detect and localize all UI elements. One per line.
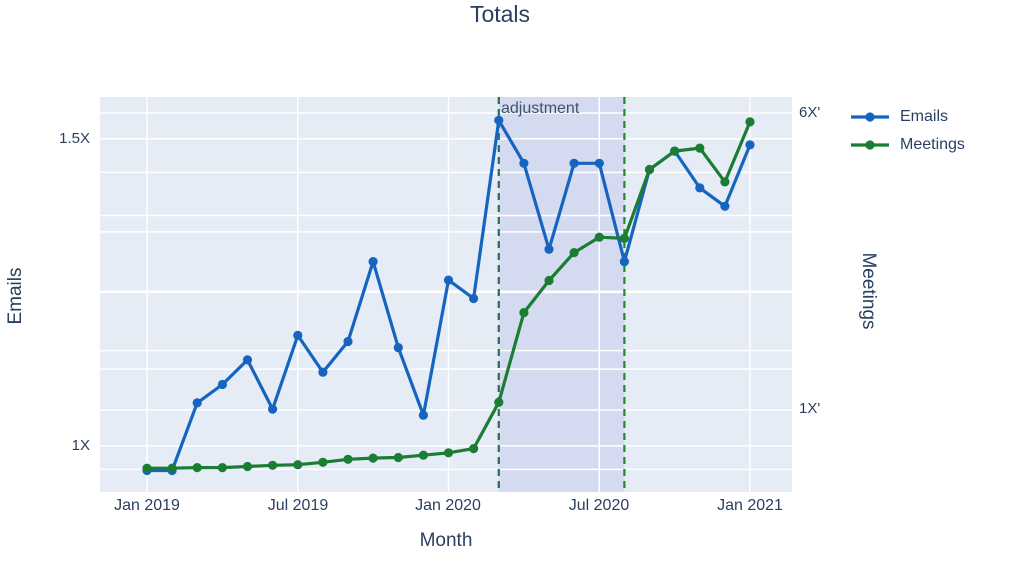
legend-item-meetings[interactable]: Meetings <box>849 131 965 159</box>
x-axis-tick-jul-2020: Jul 2020 <box>568 497 630 514</box>
chart-title: Totals <box>469 1 531 27</box>
meetings-marker <box>544 275 554 286</box>
meetings-marker <box>192 463 202 473</box>
meetings-marker <box>393 452 403 463</box>
legend-line-marker-icon <box>851 112 889 122</box>
emails-marker <box>469 293 479 304</box>
emails-marker <box>544 244 554 254</box>
meetings-marker <box>293 460 303 470</box>
emails-marker <box>569 158 579 168</box>
meetings-marker <box>268 460 278 470</box>
emails-marker <box>619 257 630 267</box>
meetings-marker <box>519 308 529 318</box>
legend: Emails Meetings <box>849 103 965 159</box>
legend-label-emails: Emails <box>900 108 949 125</box>
meetings-marker <box>720 177 730 187</box>
legend-label-meetings: Meetings <box>900 136 965 153</box>
annotation-adjustment: adjustment <box>501 100 580 117</box>
right-axis-tick-6x: 6X' <box>799 104 821 121</box>
legend-line-marker-icon <box>851 140 889 150</box>
meetings-marker <box>619 233 630 243</box>
meetings-marker <box>494 397 504 407</box>
emails-marker <box>443 275 454 285</box>
x-axis-tick-jan-2020: Jan 2020 <box>415 497 481 514</box>
meetings-marker <box>670 146 680 156</box>
emails-marker <box>494 115 504 125</box>
left-axis-title: Emails <box>5 267 26 325</box>
meetings-marker <box>745 117 755 127</box>
emails-marker <box>695 183 705 193</box>
emails-marker <box>519 158 529 168</box>
emails-marker <box>268 404 278 414</box>
meetings-marker <box>469 444 479 454</box>
right-axis-tick-1x: 1X' <box>799 400 821 417</box>
left-axis-tick-1x: 1X <box>71 437 90 454</box>
legend-item-emails[interactable]: Emails <box>849 103 965 131</box>
emails-marker <box>393 343 403 353</box>
emails-marker <box>293 330 303 340</box>
meetings-marker <box>242 461 253 472</box>
right-axis-title: Meetings <box>858 252 879 330</box>
meetings-marker <box>569 248 579 258</box>
emails-marker <box>318 367 328 377</box>
x-axis-tick-jan-2019: Jan 2019 <box>114 497 180 514</box>
meetings-marker <box>318 457 328 467</box>
meetings-marker <box>167 463 177 473</box>
emails-marker <box>343 336 353 347</box>
emails-marker <box>720 201 730 211</box>
emails-marker <box>242 355 253 365</box>
x-axis-tick-jul-2019: Jul 2019 <box>267 497 329 514</box>
meetings-marker <box>644 164 655 175</box>
left-axis-tick-1-5x: 1.5X <box>59 130 90 147</box>
meetings-marker <box>443 448 454 458</box>
meetings-marker <box>142 463 152 473</box>
emails-marker <box>418 410 428 420</box>
meetings-marker <box>368 453 378 463</box>
meetings-marker <box>418 450 428 460</box>
emails-marker <box>368 257 378 267</box>
meetings-marker <box>594 232 604 242</box>
meetings-marker <box>695 143 705 153</box>
meetings-marker <box>217 463 227 473</box>
emails-marker <box>217 379 227 390</box>
x-axis-tick-jan-2021: Jan 2021 <box>717 497 783 514</box>
emails-marker <box>594 158 604 168</box>
x-axis-title: Month <box>419 530 473 551</box>
highlight-band-adjustment <box>498 97 625 492</box>
meetings-marker <box>343 454 353 464</box>
emails-marker <box>745 140 755 150</box>
emails-marker <box>192 398 202 408</box>
